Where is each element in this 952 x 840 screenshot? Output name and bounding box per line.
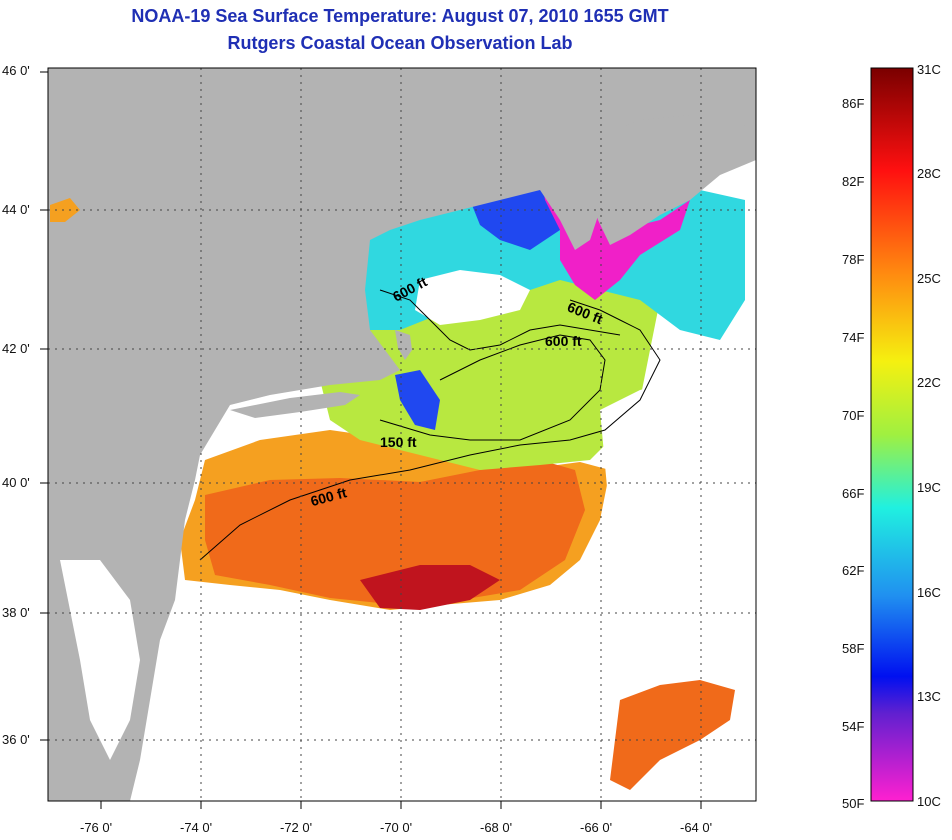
lat-tick-label: 36 0' [2,732,30,747]
lat-tick-label: 38 0' [2,605,30,620]
sst-small-warm-patch [50,198,80,222]
axis-ticks [40,71,702,809]
land-long-island [230,392,360,418]
celsius-label: 31C [917,62,941,77]
sst-hottest-region [360,565,500,610]
sst-southeast-patch [610,680,735,790]
lon-tick-label: -70 0' [380,820,412,835]
fahrenheit-label: 82F [842,174,864,189]
celsius-label: 13C [917,689,941,704]
sst-cold-channel [395,370,440,430]
celsius-label: 16C [917,585,941,600]
land-mainland [48,68,756,801]
celsius-label: 10C [917,794,941,809]
celsius-label: 22C [917,375,941,390]
lat-tick-label: 42 0' [2,341,30,356]
fahrenheit-label: 86F [842,96,864,111]
map-frame [47,67,757,802]
contour-600ft [199,299,661,561]
fahrenheit-label: 50F [842,796,864,811]
celsius-label: 28C [917,166,941,181]
lon-tick-label: -76 0' [80,820,112,835]
land-nova-scotia [590,115,756,245]
contour-150ft [379,334,606,441]
fahrenheit-label: 62F [842,563,864,578]
cloud-patch-chesapeake [60,560,140,760]
fahrenheit-label: 70F [842,408,864,423]
lat-tick-label: 46 0' [2,63,30,78]
color-scale-gradient [870,67,914,802]
contour-label-150: 150 ft [380,434,417,450]
contour-600ft-gulf [379,289,621,351]
lon-tick-label: -72 0' [280,820,312,835]
lat-tick-label: 44 0' [2,202,30,217]
cloud-patch-east [600,380,756,620]
graticule [48,68,756,801]
fahrenheit-label: 54F [842,719,864,734]
lon-tick-label: -66 0' [580,820,612,835]
contour-label-shelf-600: 600 ft [545,333,582,349]
lon-tick-label: -74 0' [180,820,212,835]
map-title: NOAA-19 Sea Surface Temperature: August … [131,6,669,26]
fahrenheit-label: 58F [842,641,864,656]
fahrenheit-label: 74F [842,330,864,345]
map-subtitle: Rutgers Coastal Ocean Observation Lab [227,33,573,53]
lon-tick-label: -64 0' [680,820,712,835]
celsius-label: 19C [917,480,941,495]
land-cape-cod [395,330,412,360]
fahrenheit-label: 66F [842,486,864,501]
cloud-patch-gulf [415,270,530,325]
lon-tick-label: -68 0' [480,820,512,835]
lat-tick-label: 40 0' [2,475,30,490]
celsius-label: 25C [917,271,941,286]
map-area: 600 ft 600 ft 600 ft 150 ft 600 ft [48,68,756,801]
fahrenheit-label: 78F [842,252,864,267]
